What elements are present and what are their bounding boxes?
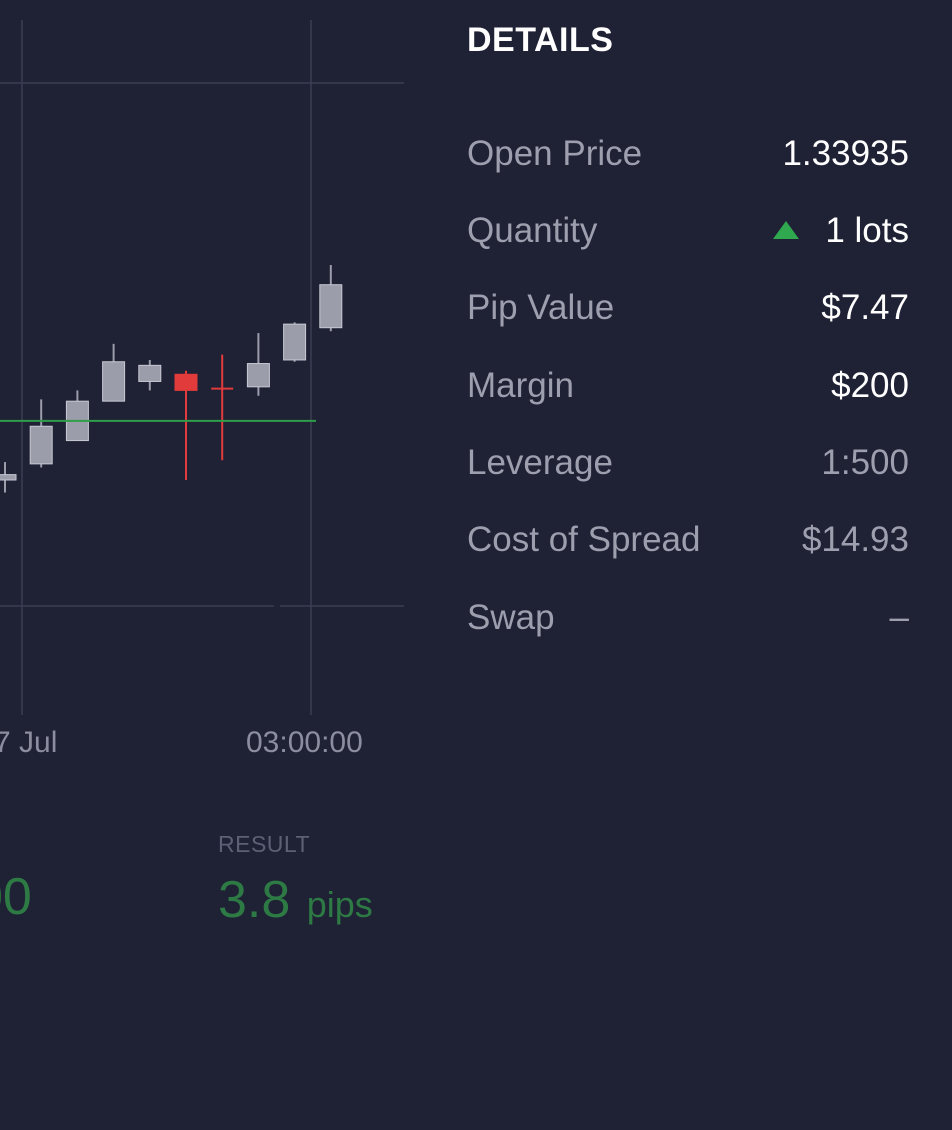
chart-grid (0, 20, 404, 715)
candle-body (246, 363, 270, 388)
details-row-margin: Margin $200 (467, 362, 909, 410)
candle-body (319, 284, 343, 329)
details-label: Quantity (467, 211, 598, 250)
candle-body (102, 361, 126, 402)
details-value: $14.93 (801, 520, 909, 559)
entry-price-value: 00 (0, 868, 32, 926)
details-label: Swap (467, 598, 555, 637)
candle-body (0, 474, 17, 481)
details-label: Cost of Spread (467, 520, 701, 559)
details-label: Margin (467, 366, 574, 405)
details-row-open-price: Open Price 1.33935 (467, 130, 909, 178)
details-value: – (889, 598, 909, 637)
details-row-leverage: Leverage 1:500 (467, 439, 909, 487)
result-label: RESULT (218, 831, 311, 857)
result-value: 3.8 pips (218, 865, 373, 948)
details-label: Leverage (467, 443, 613, 482)
details-row-swap: Swap – (467, 594, 909, 642)
x-tick-label: 03:00:00 (246, 726, 363, 759)
quantity-value: 1 lots (825, 211, 909, 250)
details-value-quantity: 1 lots (773, 211, 909, 251)
details-value: 1:500 (821, 443, 909, 482)
details-row-quantity: Quantity 1 lots (467, 207, 909, 255)
result-number: 3.8 (218, 871, 291, 929)
candle-body (283, 323, 307, 361)
x-tick-label: 7 Jul (0, 726, 58, 759)
candle-body (138, 364, 162, 382)
candle-body (174, 373, 198, 391)
details-value: $200 (831, 366, 909, 405)
up-arrow-icon (773, 221, 800, 239)
candle-body (29, 425, 53, 465)
details-label: Pip Value (467, 288, 615, 327)
details-value: 1.33935 (782, 134, 909, 173)
candlestick-series (0, 265, 343, 493)
details-value: $7.47 (821, 288, 909, 327)
details-title: DETAILS (467, 21, 614, 59)
result-unit: pips (306, 884, 373, 925)
price-chart[interactable] (0, 0, 420, 720)
details-label: Open Price (467, 134, 643, 173)
details-row-cost-of-spread: Cost of Spread $14.93 (467, 516, 909, 564)
details-row-pip-value: Pip Value $7.47 (467, 284, 909, 332)
